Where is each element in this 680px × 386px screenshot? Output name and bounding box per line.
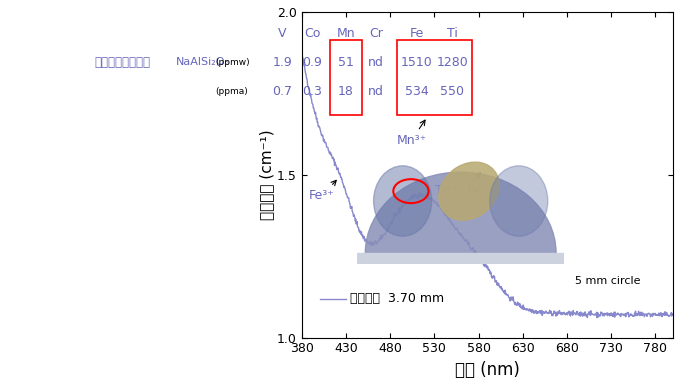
Text: 1.9: 1.9 xyxy=(273,56,292,69)
Y-axis label: 吸光係数 (cm⁻¹): 吸光係数 (cm⁻¹) xyxy=(259,129,274,220)
Text: Ti: Ti xyxy=(447,27,458,40)
Text: 5 mm circle: 5 mm circle xyxy=(575,276,641,286)
Text: 534: 534 xyxy=(405,85,428,98)
Bar xyxy=(330,40,362,115)
Text: (ppma): (ppma) xyxy=(215,87,248,96)
Ellipse shape xyxy=(365,172,556,334)
Text: ラベンダーヒスイ: ラベンダーヒスイ xyxy=(94,56,150,69)
Ellipse shape xyxy=(490,166,548,236)
Text: 1280: 1280 xyxy=(436,56,468,69)
Text: V: V xyxy=(278,27,286,40)
Text: Mn³⁺: Mn³⁺ xyxy=(396,120,426,147)
Text: 0.3: 0.3 xyxy=(303,85,322,98)
Text: Co: Co xyxy=(304,27,320,40)
Text: 1510: 1510 xyxy=(401,56,432,69)
Text: Cr: Cr xyxy=(369,27,383,40)
Text: Mn: Mn xyxy=(337,27,356,40)
Bar xyxy=(357,253,564,264)
Text: 0.7: 0.7 xyxy=(273,85,292,98)
Ellipse shape xyxy=(373,166,432,236)
Text: NaAlSi₂O₆: NaAlSi₂O₆ xyxy=(176,58,230,68)
Text: Ti⁴⁺– Fe²⁺: Ti⁴⁺– Fe²⁺ xyxy=(435,173,494,197)
Text: nd: nd xyxy=(368,85,384,98)
Text: (ppmw): (ppmw) xyxy=(215,58,250,67)
Text: 試料厚み  3.70 mm: 試料厚み 3.70 mm xyxy=(350,292,444,305)
Ellipse shape xyxy=(439,162,499,220)
Text: 0.9: 0.9 xyxy=(303,56,322,69)
Text: 18: 18 xyxy=(338,85,354,98)
X-axis label: 波長 (nm): 波長 (nm) xyxy=(455,361,520,379)
Text: Fe³⁺: Fe³⁺ xyxy=(309,180,336,202)
Bar xyxy=(397,40,471,115)
Text: nd: nd xyxy=(368,56,384,69)
Text: Fe: Fe xyxy=(409,27,424,40)
Text: 51: 51 xyxy=(338,56,354,69)
Text: 550: 550 xyxy=(440,85,464,98)
